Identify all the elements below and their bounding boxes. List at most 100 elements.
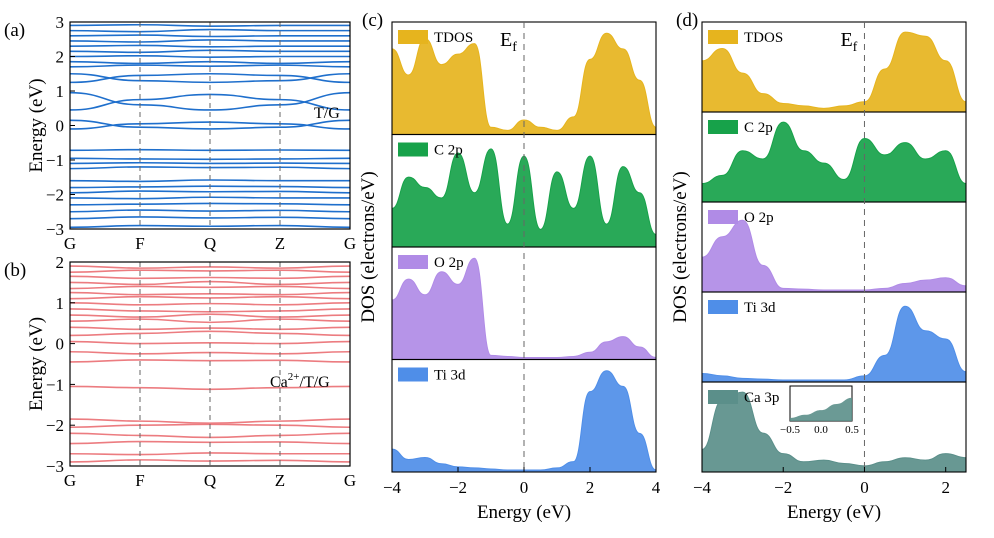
y-tick-label: 1 [56, 294, 65, 313]
y-tick-label: −3 [46, 457, 64, 476]
inset-tick-label: −0.5 [780, 424, 800, 436]
y-tick-label: 3 [56, 13, 65, 32]
kpoint-label: Z [275, 471, 285, 490]
inset-plot: −0.5 0.0 0.5 [780, 385, 859, 436]
legend-swatch [708, 120, 738, 134]
y-axis-label: Energy (eV) [26, 78, 47, 172]
y-axis-label: DOS (electrons/eV) [670, 171, 691, 322]
band-line [70, 64, 350, 68]
legend-swatch [708, 210, 738, 224]
panel-annotation: Ca2+/T/G [270, 371, 330, 391]
y-tick-label: 2 [56, 48, 65, 67]
dos-area [701, 219, 967, 293]
fermi-label: Ef [500, 29, 517, 55]
legend-swatch [708, 300, 738, 314]
band-line [70, 340, 350, 345]
legend-swatch [398, 367, 428, 382]
legend-label: TDOS [434, 30, 473, 46]
legend-label: Ti 3d [744, 300, 776, 316]
band-line [70, 44, 350, 48]
dos-panel-d: TDOS C 2p O 2p Ti 3d Ca 3p Ef −4 −2 0 2 Energy (eV… [670, 10, 967, 523]
subplot-frame [701, 381, 967, 473]
legend-label: TDOS [744, 30, 783, 46]
kpoint-label: G [344, 234, 356, 253]
panel-label: (a) [4, 20, 25, 41]
legend-label: Ca 3p [744, 390, 779, 406]
band-line [70, 161, 350, 165]
dos-area [391, 148, 657, 248]
inset-tick-label: 0.0 [814, 424, 828, 436]
plot-frame [69, 261, 351, 467]
inset-area [790, 397, 852, 421]
fermi-label: Ef [840, 29, 857, 55]
y-tick-label: −1 [46, 151, 64, 170]
dos-area [701, 121, 967, 203]
legend-label: C 2p [434, 143, 463, 159]
panel-label: (b) [4, 260, 26, 281]
x-tick-label: −4 [693, 478, 712, 497]
panel-annotation: T/G [314, 105, 340, 122]
dos-subplot: C 2p [701, 111, 967, 203]
inset-tick-label: 0.5 [845, 424, 859, 436]
y-tick-label: −2 [46, 186, 64, 205]
band-line [70, 359, 350, 363]
dos-subplot: TDOS [701, 21, 967, 113]
kpoint-label: G [64, 471, 76, 490]
dos-subplot: Ti 3d [701, 291, 967, 383]
x-tick-label: 2 [941, 478, 950, 497]
y-tick-label: −1 [46, 375, 64, 394]
band-line [70, 295, 350, 300]
band-line [70, 330, 350, 337]
kpoint-label: F [135, 234, 144, 253]
band-line [70, 34, 350, 38]
band-line [70, 28, 350, 33]
band-line [70, 72, 350, 84]
y-axis-label: DOS (electrons/eV) [358, 171, 379, 322]
band-line [70, 302, 350, 306]
band-line [70, 39, 350, 43]
y-tick-label: 0 [56, 117, 65, 136]
band-panel-a: −3 −2 −1 0 1 2 3 G F Q Z G Energy (eV) (a) T/G [4, 13, 356, 253]
band-line [70, 190, 350, 194]
dos-area [391, 370, 657, 473]
dos-area [391, 32, 657, 135]
dos-subplot: TDOS [391, 21, 657, 136]
legend-swatch [398, 30, 428, 44]
dos-subplot: O 2p [701, 201, 967, 293]
legend-label: Ti 3d [434, 368, 466, 384]
band-line [70, 318, 350, 324]
x-tick-label: −2 [449, 478, 467, 497]
band-line [70, 275, 350, 280]
legend-label: O 2p [434, 255, 464, 271]
y-tick-label: 1 [56, 82, 65, 101]
x-tick-label: −2 [774, 478, 792, 497]
band-line [70, 72, 350, 84]
x-tick-label: −4 [383, 478, 402, 497]
x-tick-label: 0 [520, 478, 529, 497]
y-tick-label: −3 [46, 220, 64, 239]
legend-swatch [708, 30, 738, 44]
band-line [70, 216, 350, 220]
dos-subplot: Ca 3p [701, 381, 967, 473]
legend-swatch [398, 142, 428, 157]
band-line [70, 285, 350, 290]
panel-label: (d) [676, 10, 698, 31]
x-tick-label: 4 [652, 478, 661, 497]
dos-area [701, 305, 967, 383]
band-line [70, 55, 350, 58]
x-axis-label: Energy (eV) [787, 502, 881, 523]
legend-swatch [708, 390, 738, 404]
dos-subplot: Ti 3d [391, 358, 657, 473]
y-tick-label: −2 [46, 416, 64, 435]
dos-panel-c: TDOS C 2p O 2p Ti 3d Ef −4 −2 0 2 4 Energy (eV) DOS… [358, 10, 661, 523]
panel-label: (c) [362, 10, 383, 31]
legend-label: O 2p [744, 210, 774, 226]
kpoint-label: F [135, 471, 144, 490]
band-line [70, 269, 350, 273]
kpoint-label: Z [275, 234, 285, 253]
legend-label: C 2p [744, 120, 773, 136]
dos-area [701, 31, 967, 113]
x-tick-label: 0 [860, 478, 869, 497]
kpoint-label: Q [204, 234, 216, 253]
